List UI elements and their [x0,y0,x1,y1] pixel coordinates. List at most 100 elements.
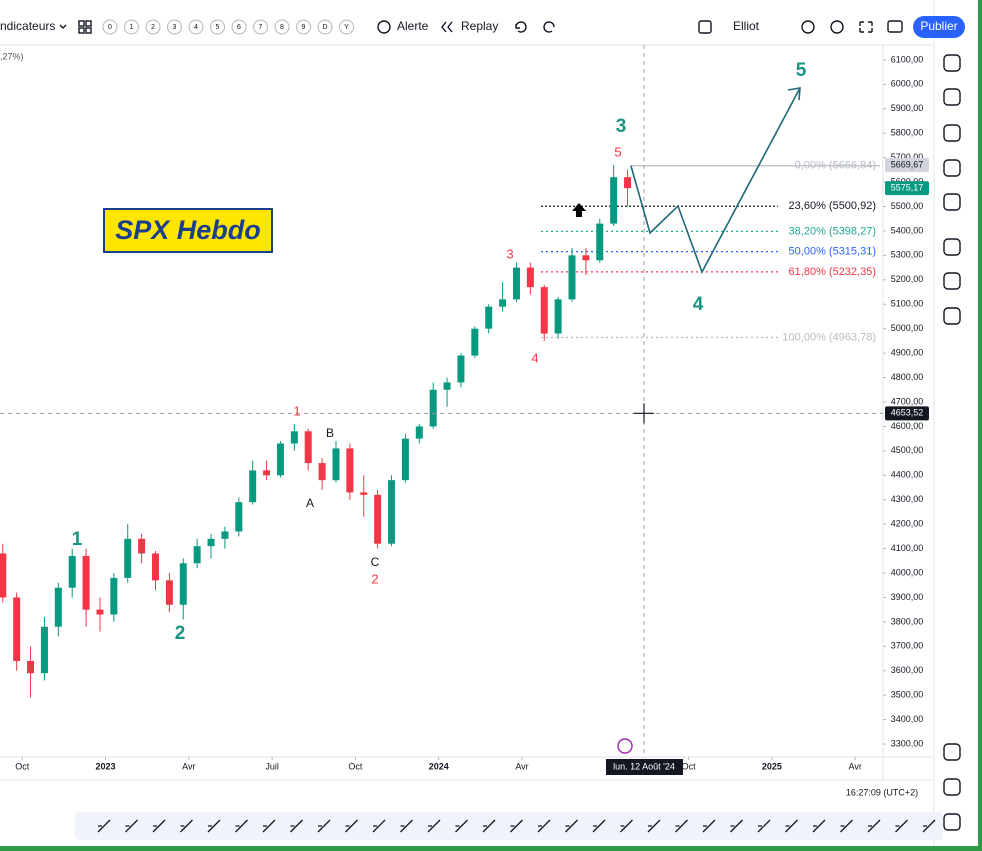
tool-icon[interactable] [675,819,688,833]
tool-icon[interactable] [895,819,908,833]
preset-circle[interactable] [210,19,225,35]
x-tick-label: Avr [849,761,862,771]
preset-circle[interactable] [274,19,290,35]
y-tick-label: 4000,00 [891,567,924,577]
publish-button[interactable]: Publier [920,19,957,33]
candle-body [27,660,35,674]
status-time: 16:27:09 (UTC+2) [846,787,918,797]
candle-body [346,448,354,493]
tool-icon[interactable] [647,819,661,833]
candle-body [540,287,548,334]
preset-circle[interactable] [253,19,268,35]
preset-label[interactable]: 9 [302,24,306,31]
tool-icon[interactable] [922,819,936,833]
candles [0,164,632,698]
replay-icon[interactable] [441,21,453,33]
layout-square[interactable] [698,20,712,34]
y-tick-label: 4600,00 [891,421,924,431]
right-sidebar [943,54,961,831]
redo[interactable] [543,21,555,33]
sidebar-icon[interactable] [943,88,961,106]
settings-icon[interactable] [830,20,844,34]
tool-icon[interactable] [97,819,111,833]
x-tick-label: Oct [348,761,363,771]
tool-icon[interactable] [372,819,386,833]
alert-icon[interactable] [377,20,391,34]
sidebar-icon[interactable] [943,159,961,177]
preset-circle[interactable] [317,19,333,35]
tool-icon[interactable] [262,819,276,833]
preset-circle[interactable] [339,19,354,35]
preset-label[interactable]: 5 [216,24,220,31]
tool-icon[interactable] [620,819,633,833]
tool-icon[interactable] [180,819,193,833]
candle-body [332,448,340,481]
fullscreen-icon[interactable] [859,21,873,33]
indicators-button[interactable]: ndicateurs [0,19,55,33]
tool-icon[interactable] [482,819,496,833]
preset-label[interactable]: 7 [259,24,263,31]
sidebar-icon[interactable] [943,54,961,72]
tool-icon[interactable] [565,819,578,833]
alert-button[interactable]: Alerte [397,19,429,33]
preset-circle[interactable] [145,19,161,35]
tool-icon[interactable] [152,819,166,833]
replay-button[interactable]: Replay [461,19,498,33]
sidebar-icon[interactable] [943,307,961,325]
layout-icon[interactable] [78,20,92,34]
tool-icon[interactable] [592,819,606,833]
sidebar-icon[interactable] [943,124,961,142]
preset-label[interactable]: 8 [280,24,284,31]
corrective-wave-label: C [371,555,380,569]
undo[interactable] [515,21,527,33]
tool-icon[interactable] [207,819,221,833]
layout-name[interactable]: Elliot [733,19,760,33]
sidebar-icon[interactable] [943,238,961,256]
sidebar-icon[interactable] [943,743,961,761]
y-tick-label: 5100,00 [891,299,924,309]
preset-circle[interactable] [167,19,182,35]
preset-label[interactable]: Y [344,24,349,31]
tool-icon[interactable] [867,819,881,833]
tool-icon[interactable] [702,819,716,833]
tool-icon[interactable] [840,819,853,833]
sidebar-icon[interactable] [943,778,961,796]
publish-button-bg[interactable] [913,16,965,38]
tool-icon[interactable] [400,819,413,833]
tool-icon[interactable] [730,819,743,833]
tool-icon[interactable] [317,819,331,833]
preset-label[interactable]: 0 [108,24,112,31]
preset-circle[interactable] [296,19,311,35]
tool-icon[interactable] [290,819,303,833]
snapshot-icon[interactable] [887,20,903,33]
tool-icon[interactable] [510,819,523,833]
tool-icon[interactable] [812,819,826,833]
chevron [59,24,67,29]
preset-label[interactable]: 1 [130,24,134,31]
tool-icon[interactable] [427,819,441,833]
tool-icon[interactable] [455,819,468,833]
tool-icon[interactable] [785,819,798,833]
search-icon[interactable] [801,20,815,34]
tool-icon[interactable] [345,819,358,833]
preset-label[interactable]: D [322,24,327,31]
candle-body [207,538,215,547]
tool-icon[interactable] [235,819,248,833]
preset-circle[interactable] [102,19,118,35]
preset-label[interactable]: 6 [237,24,241,31]
tool-icon[interactable] [757,819,771,833]
preset-label[interactable]: 4 [194,24,198,31]
sidebar-icon[interactable] [943,813,961,831]
tool-icon[interactable] [125,819,138,833]
preset-circle[interactable] [188,19,204,35]
preset-label[interactable]: 2 [151,24,155,31]
sidebar-icon[interactable] [943,272,961,290]
tool-icon[interactable] [537,819,551,833]
preset-circle[interactable] [124,19,139,35]
preset-circle[interactable] [231,19,247,35]
fib-label: 61,80% (5232,35) [789,266,876,278]
preset-label[interactable]: 3 [173,24,177,31]
sidebar-icon[interactable] [943,193,961,211]
candle-body [512,267,520,300]
